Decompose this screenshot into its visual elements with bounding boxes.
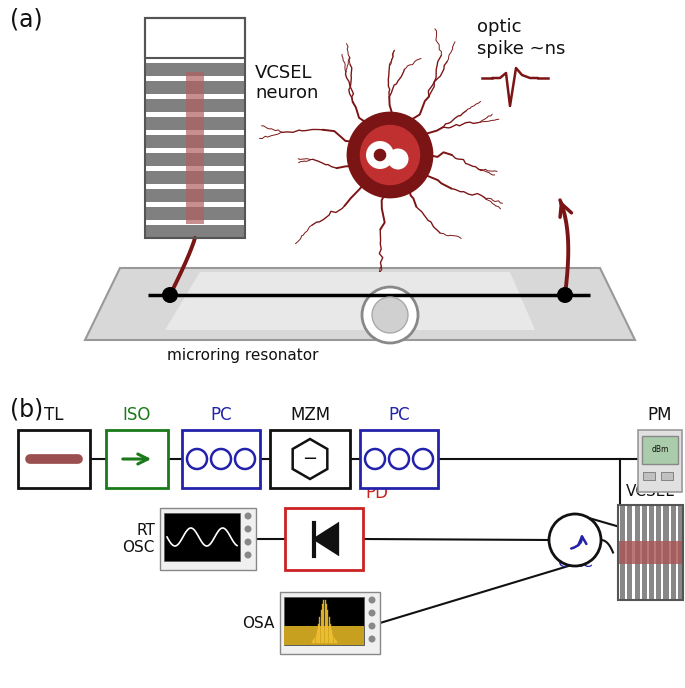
Bar xyxy=(647,505,649,600)
Bar xyxy=(656,505,661,600)
Polygon shape xyxy=(314,524,338,555)
Bar xyxy=(671,505,676,600)
Bar xyxy=(145,136,245,148)
Bar xyxy=(618,541,683,564)
Bar xyxy=(145,76,245,81)
Bar xyxy=(618,505,683,600)
Bar xyxy=(642,436,678,464)
Circle shape xyxy=(374,149,386,161)
Bar xyxy=(145,18,245,238)
Bar xyxy=(186,72,204,224)
Bar xyxy=(164,513,240,561)
Circle shape xyxy=(362,287,418,343)
Circle shape xyxy=(369,610,375,616)
Text: PC: PC xyxy=(210,406,232,424)
Bar xyxy=(145,58,245,63)
Bar xyxy=(632,505,634,600)
Bar xyxy=(18,430,90,488)
Bar xyxy=(625,505,627,600)
Text: TL: TL xyxy=(45,406,64,424)
Bar xyxy=(145,112,245,118)
Bar xyxy=(360,430,438,488)
Bar xyxy=(640,505,642,600)
Bar xyxy=(620,505,625,600)
Bar xyxy=(676,505,678,600)
Bar xyxy=(280,592,380,654)
Text: dBm: dBm xyxy=(651,446,669,455)
Circle shape xyxy=(369,596,375,603)
Polygon shape xyxy=(85,268,635,340)
Bar xyxy=(145,226,245,238)
Bar xyxy=(145,207,245,220)
Text: microring resonator: microring resonator xyxy=(166,348,319,363)
Bar xyxy=(678,505,683,600)
Bar xyxy=(642,505,647,600)
Circle shape xyxy=(549,514,601,566)
Text: PC: PC xyxy=(388,406,410,424)
Circle shape xyxy=(245,526,251,533)
Circle shape xyxy=(372,297,408,333)
Bar xyxy=(654,505,656,600)
Bar xyxy=(285,508,363,570)
Circle shape xyxy=(360,125,420,185)
Bar xyxy=(638,430,682,492)
Text: OSA: OSA xyxy=(242,616,275,630)
Text: MZM: MZM xyxy=(290,406,330,424)
Bar xyxy=(145,63,245,76)
Bar xyxy=(145,171,245,184)
Circle shape xyxy=(245,513,251,519)
Bar xyxy=(643,472,655,480)
Text: −: − xyxy=(303,450,318,468)
Text: optic
spike ~ns: optic spike ~ns xyxy=(477,18,565,58)
Bar xyxy=(618,505,620,600)
Circle shape xyxy=(366,141,394,169)
Circle shape xyxy=(245,552,251,559)
Bar xyxy=(145,220,245,226)
Polygon shape xyxy=(165,272,535,330)
Bar xyxy=(145,184,245,189)
Bar xyxy=(145,118,245,130)
Text: VCSEL: VCSEL xyxy=(626,484,675,499)
Circle shape xyxy=(245,539,251,546)
Circle shape xyxy=(388,149,408,169)
Text: PD: PD xyxy=(365,484,388,502)
Bar xyxy=(145,18,245,58)
Bar xyxy=(145,130,245,136)
Circle shape xyxy=(162,287,178,303)
Bar xyxy=(145,99,245,112)
Text: ISO: ISO xyxy=(123,406,151,424)
Bar xyxy=(182,430,260,488)
Text: CIRC: CIRC xyxy=(557,555,593,570)
Circle shape xyxy=(369,623,375,630)
Text: PM: PM xyxy=(648,406,672,424)
Bar xyxy=(661,472,673,480)
Circle shape xyxy=(369,636,375,643)
Text: RT
OSC: RT OSC xyxy=(123,523,155,555)
Bar xyxy=(145,94,245,99)
Bar xyxy=(284,597,364,645)
Text: (b): (b) xyxy=(10,398,43,422)
Bar xyxy=(649,505,654,600)
Bar xyxy=(145,202,245,207)
Text: (a): (a) xyxy=(10,8,42,32)
Circle shape xyxy=(348,113,432,197)
Bar xyxy=(664,505,669,600)
Circle shape xyxy=(557,287,573,303)
Bar xyxy=(145,18,245,58)
Bar xyxy=(669,505,671,600)
Bar xyxy=(145,153,245,166)
Bar xyxy=(634,505,640,600)
Bar xyxy=(661,505,664,600)
Bar xyxy=(145,189,245,202)
Bar xyxy=(284,626,364,645)
Bar xyxy=(145,81,245,94)
Bar xyxy=(627,505,632,600)
Bar xyxy=(270,430,350,488)
Bar xyxy=(145,148,245,153)
Bar xyxy=(160,508,256,570)
Bar xyxy=(106,430,168,488)
Text: VCSEL
neuron: VCSEL neuron xyxy=(255,63,319,103)
Bar xyxy=(145,166,245,171)
